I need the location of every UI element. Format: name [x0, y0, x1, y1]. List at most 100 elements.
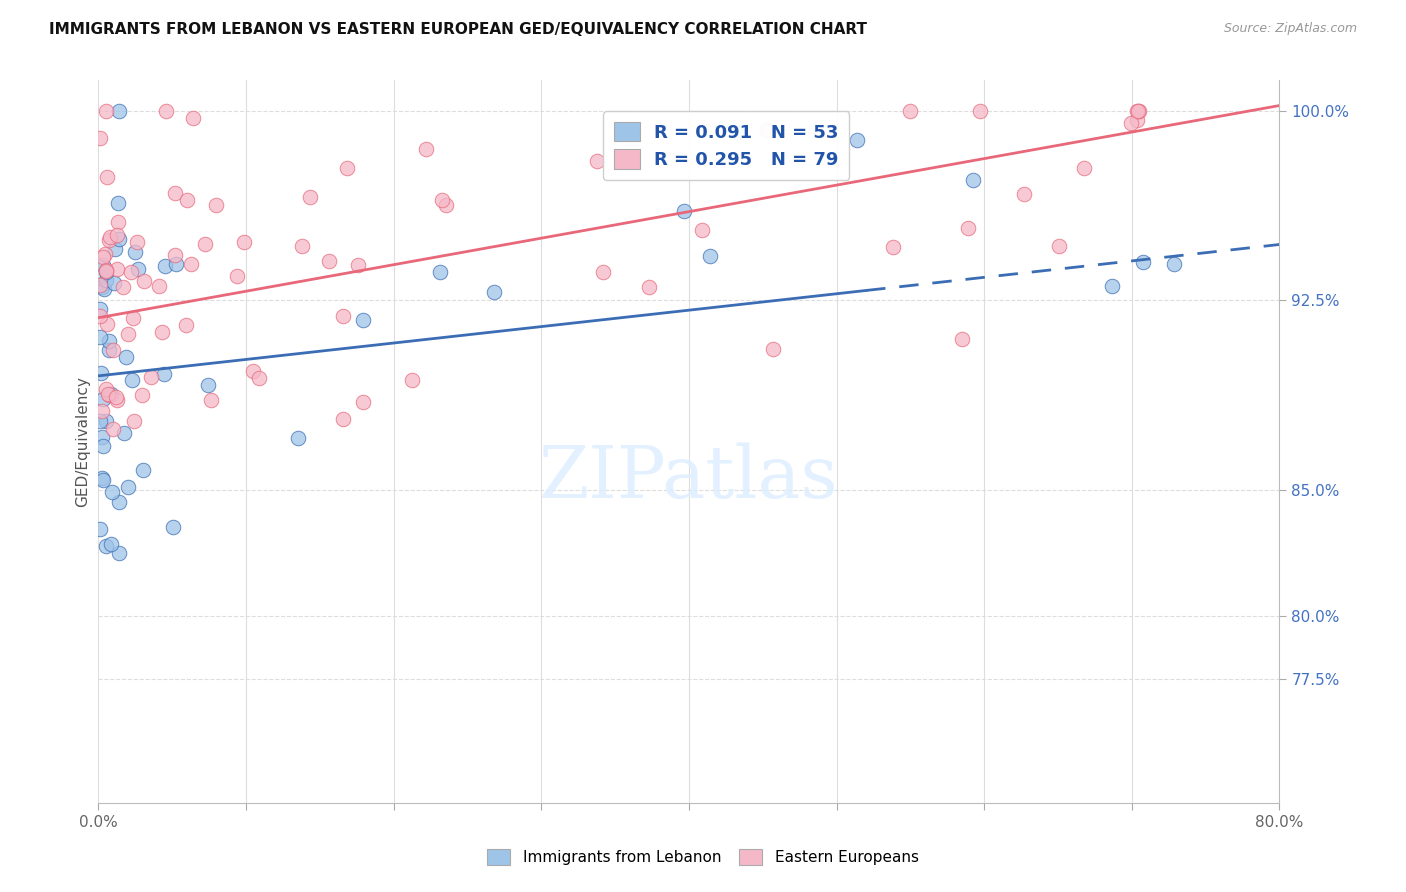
Point [91, 439, 114, 453]
Point [114, 350, 136, 364]
Point [347, 258, 370, 272]
Point [1163, 257, 1185, 271]
Point [105, 227, 128, 242]
Point [124, 245, 146, 260]
Point [194, 237, 217, 252]
Point [232, 235, 254, 249]
Point [127, 261, 149, 276]
Point [89, 277, 111, 292]
Point [94, 414, 117, 428]
Point [97, 387, 120, 401]
Text: Source: ZipAtlas.com: Source: ZipAtlas.com [1223, 22, 1357, 36]
Point [91, 392, 114, 406]
Point [90, 403, 112, 417]
Point [89, 131, 111, 145]
Point [1126, 103, 1149, 118]
Point [291, 239, 314, 253]
Point [699, 249, 721, 263]
Point [91, 280, 114, 294]
Point [956, 220, 979, 235]
Point [962, 172, 984, 186]
Point [97, 387, 120, 401]
Point [112, 279, 135, 293]
Point [96, 317, 118, 331]
Point [898, 103, 921, 118]
Point [204, 198, 226, 212]
Point [298, 190, 321, 204]
Point [725, 125, 748, 139]
Point [132, 463, 155, 477]
Point [97, 334, 120, 348]
Point [336, 161, 359, 176]
Point [107, 215, 129, 229]
Point [1128, 103, 1150, 118]
Point [592, 265, 614, 279]
Point [96, 265, 118, 279]
Point [153, 260, 176, 274]
Point [117, 479, 139, 493]
Point [121, 373, 143, 387]
Point [163, 247, 186, 261]
Point [125, 235, 148, 250]
Point [91, 429, 114, 443]
Point [94, 264, 117, 278]
Point [139, 369, 162, 384]
Point [103, 277, 125, 291]
Point [845, 133, 868, 147]
Point [586, 154, 609, 169]
Point [90, 367, 112, 381]
Point [104, 242, 127, 256]
Point [176, 194, 198, 208]
Point [101, 422, 124, 436]
Point [100, 387, 122, 401]
Point [100, 229, 122, 244]
Point [200, 392, 222, 407]
Point [96, 539, 118, 553]
Point [174, 318, 197, 333]
Point [318, 254, 340, 268]
Point [150, 325, 173, 339]
Point [117, 326, 139, 341]
Point [89, 310, 111, 324]
Point [101, 485, 124, 500]
Point [107, 546, 129, 560]
Point [429, 265, 451, 279]
Point [97, 343, 120, 357]
Point [90, 470, 112, 484]
Point [637, 280, 659, 294]
Point [96, 169, 118, 184]
Legend: Immigrants from Lebanon, Eastern Europeans: Immigrants from Lebanon, Eastern Europea… [481, 843, 925, 871]
Legend: R = 0.091   N = 53, R = 0.295   N = 79: R = 0.091 N = 53, R = 0.295 N = 79 [603, 111, 849, 179]
Point [132, 274, 155, 288]
Point [93, 258, 115, 272]
Point [1073, 161, 1095, 175]
Point [225, 268, 247, 283]
Point [181, 112, 204, 126]
Point [108, 103, 131, 118]
Point [287, 431, 309, 445]
Point [672, 204, 695, 219]
Point [105, 392, 128, 407]
Point [93, 282, 115, 296]
Point [434, 198, 457, 212]
Point [882, 240, 904, 254]
Point [163, 186, 186, 200]
Point [89, 414, 111, 428]
Point [89, 522, 111, 536]
Point [950, 332, 973, 346]
Point [100, 537, 122, 551]
Point [1012, 187, 1035, 202]
Point [247, 371, 270, 385]
Point [242, 364, 264, 378]
Point [352, 394, 374, 409]
Point [484, 285, 506, 300]
Point [94, 246, 117, 260]
Point [165, 257, 187, 271]
Point [153, 367, 176, 381]
Point [1101, 278, 1123, 293]
Point [162, 520, 184, 534]
Point [352, 312, 374, 326]
Point [120, 265, 142, 279]
Point [1119, 116, 1142, 130]
Point [98, 233, 121, 247]
